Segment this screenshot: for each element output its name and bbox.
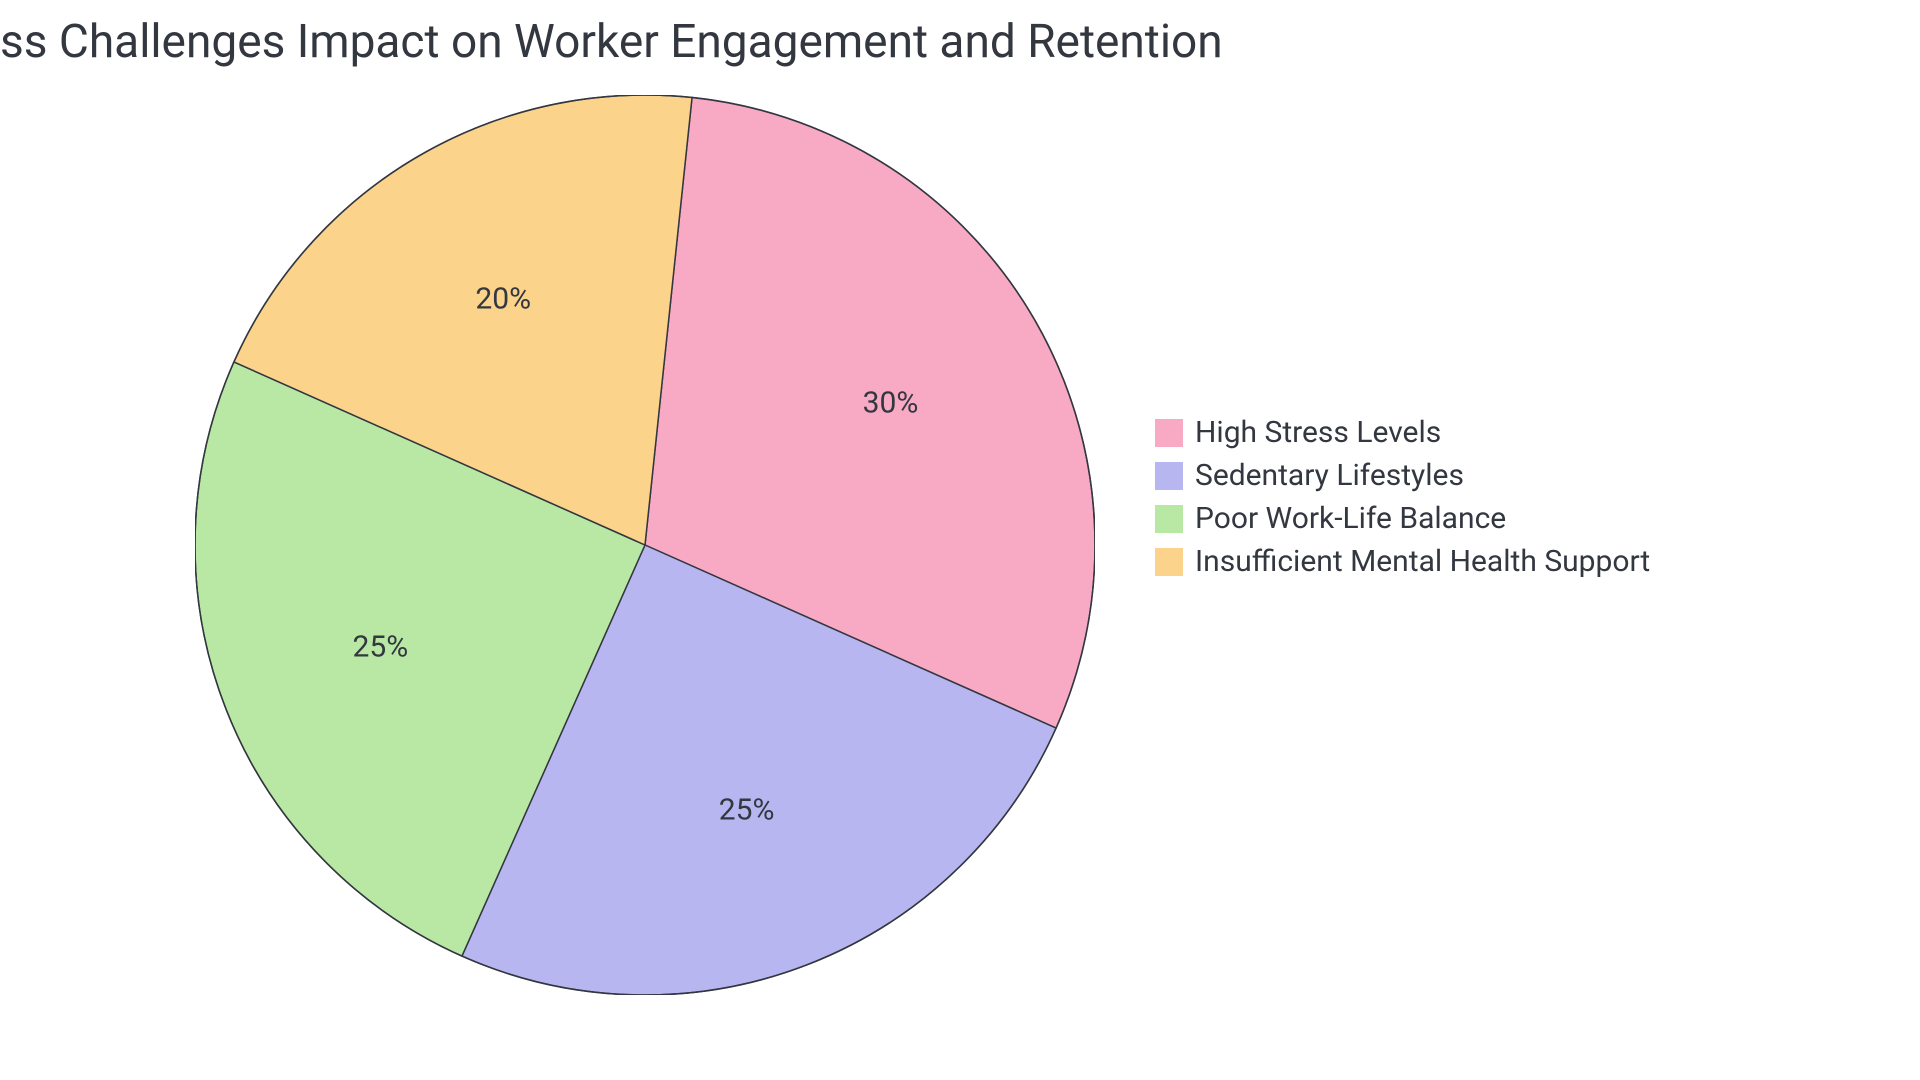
slice-percent-label: 25%	[719, 792, 775, 827]
legend-swatch	[1155, 548, 1183, 576]
legend-swatch	[1155, 505, 1183, 533]
legend-label: High Stress Levels	[1195, 415, 1441, 450]
legend-label: Sedentary Lifestyles	[1195, 458, 1464, 493]
legend-label: Insufficient Mental Health Support	[1195, 544, 1650, 579]
slice-percent-label: 30%	[863, 386, 919, 421]
slice-percent-label: 20%	[475, 282, 531, 317]
legend-item: Poor Work-Life Balance	[1155, 501, 1650, 536]
legend-item: High Stress Levels	[1155, 415, 1650, 450]
legend-swatch	[1155, 462, 1183, 490]
legend: High Stress Levels Sedentary Lifestyles Po…	[1155, 415, 1650, 587]
pie-svg	[195, 95, 1095, 995]
pie-chart: 30% 25% 25% 20%	[195, 95, 1095, 995]
legend-swatch	[1155, 419, 1183, 447]
legend-item: Sedentary Lifestyles	[1155, 458, 1650, 493]
slice-percent-label: 25%	[352, 629, 408, 664]
legend-label: Poor Work-Life Balance	[1195, 501, 1506, 536]
chart-title: ss Challenges Impact on Worker Engagemen…	[0, 15, 1223, 69]
legend-item: Insufficient Mental Health Support	[1155, 544, 1650, 579]
